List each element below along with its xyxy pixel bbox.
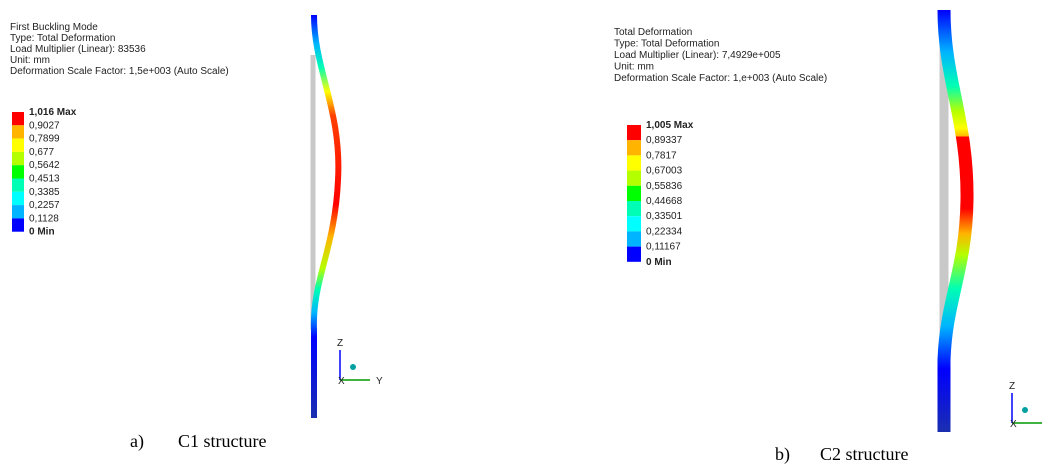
legend-swatch xyxy=(12,125,24,138)
legend-swatch xyxy=(627,125,641,140)
axis-origin xyxy=(1022,407,1028,413)
header-line: Load Multiplier (Linear): 83536 xyxy=(10,44,146,55)
legend-label: 0,22334 xyxy=(646,226,683,237)
legend-label: 0,44668 xyxy=(646,196,683,207)
legend-swatch xyxy=(12,192,24,205)
legend-label: 0,89337 xyxy=(646,135,683,146)
legend-swatch xyxy=(627,186,641,201)
header-line: Deformation Scale Factor: 1,e+003 (Auto … xyxy=(614,73,827,84)
axis-label: Z xyxy=(1009,381,1015,392)
header-line: First Buckling Mode xyxy=(10,22,98,33)
legend-label: 0,5642 xyxy=(29,160,60,171)
legend-label: 0,1128 xyxy=(29,213,59,224)
legend-swatch xyxy=(627,140,641,155)
legend-label: 0,9027 xyxy=(29,120,60,131)
legend-swatch xyxy=(12,165,24,178)
legend-swatch xyxy=(627,216,641,231)
legend-label: 0,3385 xyxy=(29,187,60,198)
header-line: Load Multiplier (Linear): 7,4929e+005 xyxy=(614,50,781,61)
caption-text: C1 structure xyxy=(178,431,266,451)
legend-swatch xyxy=(627,201,641,216)
legend-label: 0,33501 xyxy=(646,211,683,222)
header-line: Unit: mm xyxy=(614,62,654,73)
legend-label: 0,7899 xyxy=(29,134,60,145)
legend-swatch xyxy=(627,247,641,262)
header-line: Type: Total Deformation xyxy=(614,39,719,50)
legend-label: 1,016 Max xyxy=(29,107,77,118)
caption-text: C2 structure xyxy=(820,444,908,464)
axis-label: Z xyxy=(337,338,343,349)
legend-label: 0,11167 xyxy=(646,242,681,253)
legend-swatch xyxy=(627,155,641,170)
deformed-column xyxy=(314,15,339,418)
legend-swatch xyxy=(12,179,24,192)
legend-label: 0,677 xyxy=(29,147,54,158)
axis-label: X xyxy=(1010,419,1017,430)
caption-label: a) xyxy=(130,431,144,452)
header-line: Total Deformation xyxy=(614,27,692,38)
legend-swatch xyxy=(12,139,24,152)
legend-swatch xyxy=(12,205,24,218)
axis-label: X xyxy=(338,376,345,387)
legend-swatch xyxy=(12,218,24,231)
legend-label: 0,67003 xyxy=(646,166,683,177)
axis-origin xyxy=(350,364,356,370)
caption-label: b) xyxy=(775,444,790,465)
figure: First Buckling ModeType: Total Deformati… xyxy=(0,0,1055,467)
legend-label: 0 Min xyxy=(29,227,55,238)
header-line: Deformation Scale Factor: 1,5e+003 (Auto… xyxy=(10,66,229,77)
legend-swatch xyxy=(627,231,641,246)
legend-label: 1,005 Max xyxy=(646,120,694,131)
legend-label: 0,2257 xyxy=(29,200,60,211)
legend-label: 0,4513 xyxy=(29,174,60,185)
legend-label: 0 Min xyxy=(646,257,672,268)
legend-label: 0,55836 xyxy=(646,181,683,192)
legend-swatch xyxy=(627,171,641,186)
legend-swatch xyxy=(12,152,24,165)
header-line: Type: Total Deformation xyxy=(10,33,115,44)
header-line: Unit: mm xyxy=(10,55,50,66)
axis-label: Y xyxy=(376,376,383,387)
legend-swatch xyxy=(12,112,24,125)
legend-label: 0,7817 xyxy=(646,150,677,161)
